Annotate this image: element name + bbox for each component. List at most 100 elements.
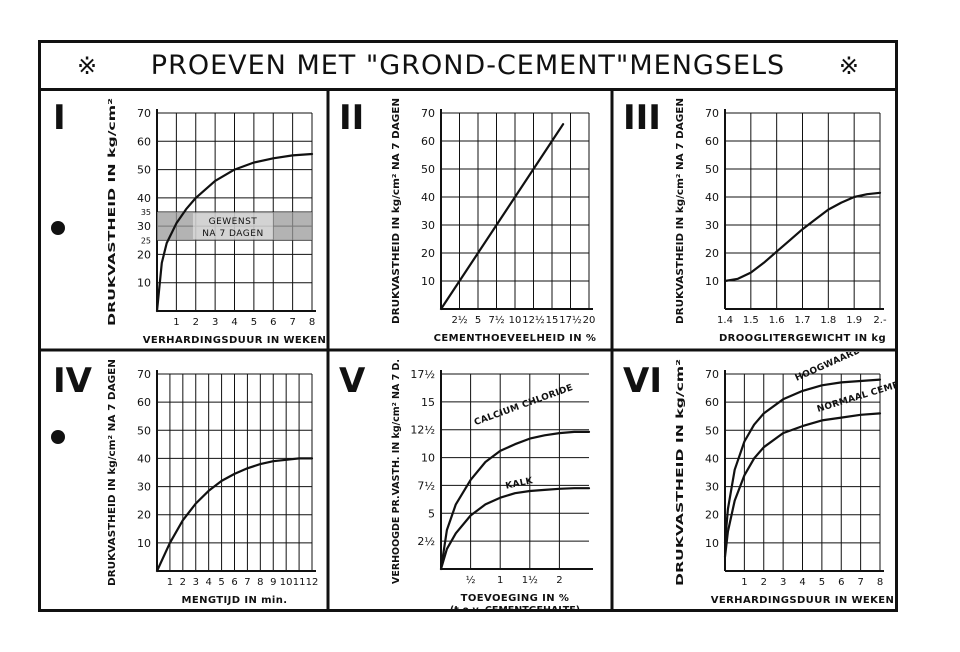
y-tick-label: 15 <box>421 396 435 409</box>
y-axis-title: DRUKVASTHEID IN kg/cm² NA 7 DAGEN <box>391 98 402 324</box>
panel-numeral: I <box>53 98 66 138</box>
series-line <box>439 123 565 311</box>
title-bar: ※ PROEVEN MET "GROND-CEMENT"MENGSELS ※ <box>41 43 895 91</box>
x-tick-label: 7 <box>289 317 295 328</box>
x-tick-label: 12½ <box>522 314 545 326</box>
x-axis-title: DROOGLITERGEWICHT IN kg <box>719 333 886 344</box>
y-tick-label: 30 <box>421 219 435 232</box>
x-tick-label: 6 <box>838 577 844 588</box>
panel-numeral: VI <box>623 361 662 401</box>
x-tick-label: 3 <box>212 317 218 328</box>
y-tick-label: 30 <box>705 219 719 232</box>
y-tick-label: 50 <box>137 164 151 177</box>
asterisk-right-icon: ※ <box>838 52 859 80</box>
y-tick-label: 50 <box>705 163 719 176</box>
x-axis-subtitle: (t.o.v. CEMENTGEHALTE) <box>450 605 580 609</box>
y-tick-label: 20 <box>421 247 435 260</box>
series-line <box>155 152 314 313</box>
band-label-box <box>192 213 273 240</box>
y-axis-title: DRUKVASTHEID IN kg/cm² <box>675 359 686 586</box>
panel-4: IV 10 20 30 40 50 60 70 1 2 3 4 5 6 7 8 9 10 11 12 MENGTIJD … <box>41 352 327 609</box>
series-line <box>723 191 882 283</box>
x-tick-label: 10 <box>280 577 293 588</box>
x-tick-label: 17½ <box>559 314 582 326</box>
x-tick-label: 5 <box>475 315 481 326</box>
x-tick-label: 7 <box>244 577 250 588</box>
x-tick-label: 6 <box>231 577 237 588</box>
panel-numeral: V <box>339 361 366 401</box>
x-tick-label: 1.5 <box>743 315 759 326</box>
y-tick-label: 10 <box>421 275 435 288</box>
y-tick-label: 30 <box>137 481 151 494</box>
y-tick-label: 70 <box>705 368 719 381</box>
asterisk-left-icon: ※ <box>77 52 98 80</box>
band-label: GEWENST <box>209 217 258 227</box>
y-tick-label: 30 <box>705 481 719 494</box>
x-tick-label: 2.- <box>873 315 887 326</box>
x-tick-label: 4 <box>205 577 211 588</box>
y-tick-label: 40 <box>705 191 719 204</box>
x-axis-title: VERHARDINGSDUUR IN WEKEN <box>143 335 327 346</box>
x-tick-label: 4 <box>799 577 805 588</box>
punch-hole-icon <box>51 430 65 444</box>
y-axis-title: DRUKVASTHEID IN kg/cm² <box>107 98 118 326</box>
x-tick-label: ½ <box>466 574 476 586</box>
y-tick-label: 17½ <box>410 368 435 381</box>
y-tick-label: 30 <box>137 220 151 233</box>
y-tick-label: 40 <box>137 452 151 465</box>
series-line <box>439 430 591 571</box>
x-tick-label: 1.9 <box>846 315 862 326</box>
x-tick-label: 3 <box>780 577 786 588</box>
y-tick-label: 40 <box>421 191 435 204</box>
y-tick-label: 70 <box>421 107 435 120</box>
series-line <box>439 487 591 571</box>
y-tick-label: 70 <box>705 107 719 120</box>
punch-hole-icon <box>51 221 65 235</box>
y-axis-title: DRUKVASTHEID IN kg/cm² NA 7 DAGEN <box>107 359 118 586</box>
y-tick-label: 20 <box>137 509 151 522</box>
y-axis-title: DRUKVASTHEID IN kg/cm² NA 7 DAGEN <box>675 98 686 324</box>
y-tick-label: 40 <box>137 192 151 205</box>
x-tick-label: 1 <box>173 317 179 328</box>
y-tick-label: 10 <box>137 277 151 290</box>
x-tick-label: 12 <box>306 577 319 588</box>
x-tick-label: 6 <box>270 317 276 328</box>
y-tick-label: 50 <box>705 424 719 437</box>
x-tick-label: 5 <box>819 577 825 588</box>
x-tick-label: 5 <box>218 577 224 588</box>
x-tick-label: 2 <box>761 577 767 588</box>
x-tick-label: 20 <box>583 315 596 326</box>
band-label: NA 7 DAGEN <box>202 229 264 239</box>
x-axis-title: MENGTIJD IN min. <box>182 595 288 606</box>
x-tick-label: 1 <box>497 575 503 586</box>
chart-3: III 10 20 30 40 50 60 70 1.4 1.5 1.6 1.7 1.8 1.9 2.- DR… <box>623 98 887 344</box>
x-tick-label: 1.6 <box>769 315 785 326</box>
panel-6: VI 10 20 30 40 50 60 70 1 2 3 4 5 6 7 8 VERHARDINGSDUUR … <box>613 322 916 609</box>
chart-1: I GEWENST NA 7 DAGEN 10 20 25 30 35 40 50 60 70 1 2 3 4… <box>53 98 327 346</box>
y-tick-label: 2½ <box>417 535 435 548</box>
panel-2: II 10 20 30 40 50 60 70 2½ 5 7½ 10 12½ 15 17½ 20 CEMENTH… <box>329 89 611 349</box>
y-tick-label: 60 <box>137 396 151 409</box>
panel-numeral: II <box>339 98 364 138</box>
x-tick-label: 2½ <box>451 314 467 326</box>
x-tick-label: 11 <box>293 577 306 588</box>
y-axis-title: VERHOOGDE PR.VASTH. IN kg/cm² NA 7 D. <box>391 359 402 584</box>
x-tick-label: 7 <box>857 577 863 588</box>
series-line <box>155 457 314 573</box>
panel-5: V 2½ 5 7½ 10 12½ 15 17½ ½ 1 1½ 2 TOEVOEGING IN %(t.o… <box>329 352 611 616</box>
chart-6: VI 10 20 30 40 50 60 70 1 2 3 4 5 6 7 8 VERHARDINGSDUUR … <box>623 322 916 606</box>
y-tick-label: 60 <box>705 135 719 148</box>
x-tick-label: 10 <box>509 315 522 326</box>
x-tick-label: 1 <box>741 577 747 588</box>
x-tick-label: 2 <box>193 317 199 328</box>
chart-board: ※ PROEVEN MET "GROND-CEMENT"MENGSELS ※ I… <box>38 40 916 616</box>
x-tick-label: 8 <box>877 577 883 588</box>
x-tick-label: 2 <box>180 577 186 588</box>
panel-numeral: III <box>623 98 661 138</box>
x-axis-title: CEMENTHOEVEELHEID IN % <box>434 333 597 344</box>
y-tick-label: 25 <box>141 236 151 245</box>
x-tick-label: 5 <box>251 317 257 328</box>
y-tick-label: 10 <box>705 537 719 550</box>
